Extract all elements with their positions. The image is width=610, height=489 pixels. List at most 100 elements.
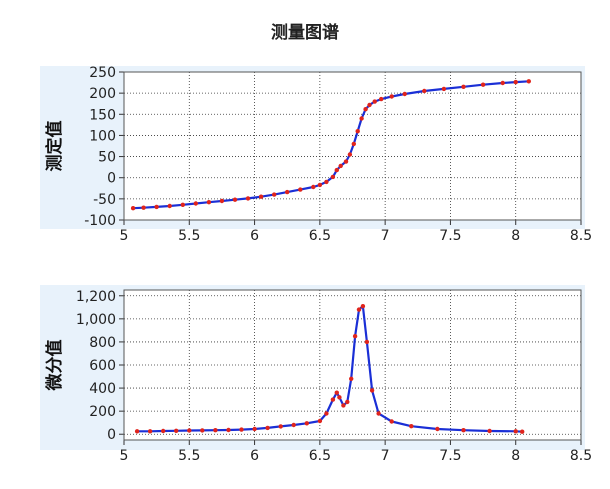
data-point (180, 202, 185, 207)
y-tick-label: 1,200 (76, 289, 116, 305)
data-point (311, 184, 316, 190)
page-title: 测量图谱 (271, 23, 339, 43)
data-point (500, 80, 505, 86)
data-point (291, 422, 296, 428)
data-point (174, 428, 179, 433)
plot-frame (123, 289, 582, 441)
data-point (360, 304, 366, 309)
x-tick-label: 6.5 (309, 228, 331, 244)
data-point (324, 411, 329, 416)
data-point (345, 399, 350, 405)
data-point (337, 395, 342, 400)
data-point (341, 403, 346, 408)
data-point (480, 82, 486, 87)
data-point (226, 427, 231, 433)
y-tick-label: 150 (89, 107, 116, 123)
data-point (298, 187, 303, 192)
y-tick-label: 400 (89, 381, 116, 397)
data-point (526, 79, 531, 84)
y-tick-label: 1,000 (76, 312, 116, 328)
data-point (278, 424, 283, 429)
data-point (141, 205, 146, 210)
y-tick-label: 0 (107, 427, 116, 443)
data-point (347, 152, 353, 157)
data-point (435, 426, 440, 432)
data-point (213, 428, 218, 433)
data-point (245, 196, 251, 201)
data-point (330, 174, 336, 180)
data-point (513, 79, 518, 85)
data-point (134, 429, 140, 434)
y-tick-label: 600 (89, 358, 116, 374)
data-point (376, 411, 381, 416)
y-tick-label: 200 (89, 404, 116, 420)
data-point (285, 189, 290, 195)
data-point (330, 397, 336, 402)
x-tick-label: 5 (120, 448, 129, 464)
data-point (409, 424, 414, 429)
x-tick-label: 5.5 (178, 448, 200, 464)
x-tick-label: 5.5 (178, 228, 200, 244)
data-point (364, 339, 370, 345)
chart-2: 5 5.5 6 6.5 7 7.5 8 8.5 1,200 1,000 800 600 400 200 0 微… (40, 285, 592, 464)
data-point (161, 428, 166, 434)
data-point (338, 163, 343, 169)
x-tick-label: 7.5 (439, 448, 461, 464)
y-tick-label: -100 (84, 213, 116, 229)
data-point (317, 418, 323, 424)
x-tick-label: 8.5 (570, 448, 592, 464)
x-tick-label: 8 (511, 228, 520, 244)
data-point (422, 88, 427, 94)
data-point (258, 194, 264, 199)
data-point (324, 179, 329, 185)
y-axis-title: 微分值 (44, 340, 65, 392)
data-point (359, 116, 364, 121)
data-point (334, 390, 339, 395)
data-point (304, 421, 309, 426)
data-point (363, 107, 368, 112)
y-tick-label: 100 (89, 128, 116, 144)
x-tick-label: 5 (120, 228, 129, 244)
y-axis-title: 测定值 (44, 121, 65, 172)
x-tick-label: 6 (250, 228, 259, 244)
data-point (130, 206, 136, 211)
data-point (379, 96, 384, 102)
data-point (154, 204, 159, 210)
data-point (389, 94, 394, 99)
data-point (239, 427, 244, 432)
data-point (232, 197, 238, 202)
y-tick-label: 250 (89, 65, 116, 81)
data-point (389, 419, 394, 424)
data-point (334, 167, 339, 173)
data-point (461, 84, 466, 90)
y-tick-label: 800 (89, 335, 116, 351)
x-tick-label: 7 (381, 228, 390, 244)
data-point (193, 201, 198, 206)
data-point (265, 425, 270, 431)
data-point (356, 307, 362, 312)
data-point (317, 182, 323, 188)
data-point (206, 200, 212, 205)
data-point (441, 86, 447, 92)
data-point (372, 99, 377, 104)
y-tick-label: 200 (89, 86, 116, 102)
data-point (513, 429, 518, 434)
data-point (355, 129, 360, 134)
chart-1: 5 5.5 6 6.5 7 7.5 8 8.5 250 200 150 100 50 0 -50 -100 测定… (40, 65, 592, 244)
data-point (272, 192, 277, 197)
data-point (367, 102, 372, 108)
data-point (461, 428, 466, 433)
data-point (520, 429, 525, 434)
data-point (487, 428, 492, 434)
x-tick-label: 7.5 (439, 228, 461, 244)
data-point (219, 198, 225, 204)
x-tick-label: 7 (381, 448, 390, 464)
x-tick-label: 8.5 (570, 228, 592, 244)
data-point (187, 428, 192, 433)
x-tick-label: 8 (511, 448, 520, 464)
plot-frame (123, 71, 582, 221)
data-point (252, 426, 257, 432)
data-point (343, 159, 349, 164)
y-tick-label: 50 (98, 150, 116, 166)
data-point (167, 203, 172, 209)
